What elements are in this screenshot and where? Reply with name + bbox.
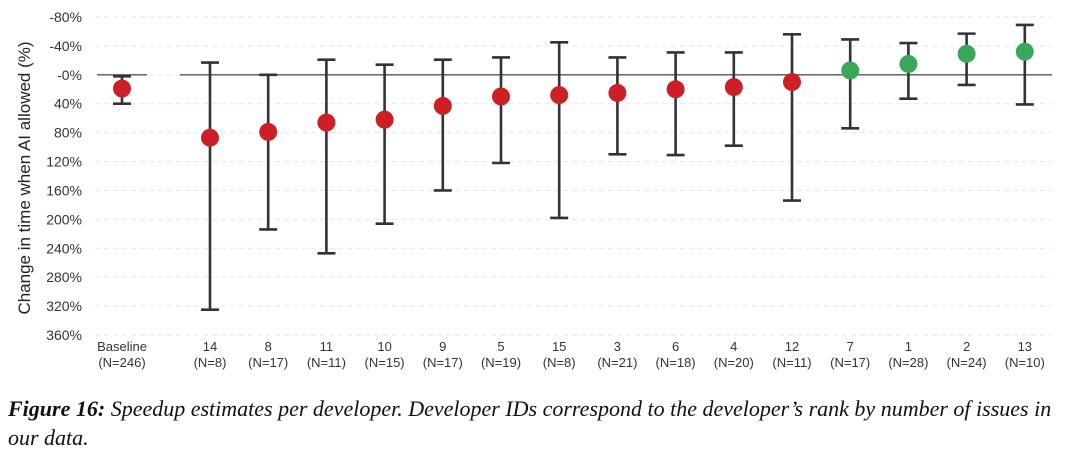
y-tick-label: -80% bbox=[49, 9, 82, 25]
point-13 bbox=[1015, 42, 1034, 61]
x-tick-count-10: (N=15) bbox=[365, 355, 405, 370]
x-tick-label-11: 11 bbox=[320, 339, 334, 354]
x-tick-count-4: (N=20) bbox=[714, 355, 754, 370]
x-tick-count-11: (N=11) bbox=[307, 355, 346, 370]
x-tick-label-2: 2 bbox=[963, 339, 970, 354]
x-tick-label-4: 4 bbox=[730, 339, 737, 354]
point-baseline bbox=[113, 79, 131, 98]
error-bars bbox=[113, 23, 1034, 312]
x-tick-label-8: 8 bbox=[265, 339, 272, 354]
x-tick-count-3: (N=21) bbox=[597, 355, 637, 370]
y-tick-label: 80% bbox=[54, 125, 82, 141]
point-2 bbox=[957, 44, 976, 63]
point-11 bbox=[317, 113, 336, 132]
x-tick-label-15: 15 bbox=[552, 339, 566, 354]
x-tick-label-baseline: Baseline bbox=[97, 339, 147, 354]
y-tick-label: 320% bbox=[46, 298, 82, 314]
y-tick-label: 40% bbox=[54, 96, 82, 112]
x-tick-count-baseline: (N=246) bbox=[98, 355, 145, 370]
point-3 bbox=[608, 83, 627, 102]
x-tick-label-7: 7 bbox=[847, 339, 854, 354]
x-tick-count-1: (N=28) bbox=[888, 355, 928, 370]
point-7 bbox=[841, 61, 860, 80]
point-5 bbox=[492, 87, 510, 106]
y-tick-label: 360% bbox=[46, 327, 82, 343]
y-tick-label: 120% bbox=[46, 154, 82, 170]
y-tick-label: -0% bbox=[57, 67, 82, 83]
point-estimates bbox=[113, 42, 1034, 147]
point-4 bbox=[724, 78, 743, 97]
x-tick-count-6: (N=18) bbox=[656, 355, 696, 370]
x-tick-label-6: 6 bbox=[672, 339, 679, 354]
x-tick-label-13: 13 bbox=[1018, 339, 1032, 354]
point-1 bbox=[899, 54, 918, 73]
x-tick-count-14: (N=8) bbox=[194, 355, 227, 370]
point-9 bbox=[433, 96, 452, 115]
y-tick-label: 240% bbox=[46, 240, 82, 256]
x-axis: Baseline(N=246)14(N=8)8(N=17)11(N=11)10(… bbox=[97, 339, 1045, 370]
caption-lead: Figure 16: bbox=[8, 396, 106, 421]
y-tick-label: 200% bbox=[46, 211, 82, 227]
point-15 bbox=[550, 86, 569, 105]
x-tick-count-13: (N=10) bbox=[1005, 355, 1045, 370]
x-tick-count-5: (N=19) bbox=[481, 355, 521, 370]
x-tick-label-5: 5 bbox=[497, 339, 504, 354]
y-tick-label: 160% bbox=[46, 182, 82, 198]
figure-caption: Figure 16: Speedup estimates per develop… bbox=[8, 394, 1063, 452]
x-tick-count-15: (N=8) bbox=[543, 355, 576, 370]
point-8 bbox=[259, 122, 278, 141]
caption-text: Speedup estimates per developer. Develop… bbox=[8, 396, 1052, 450]
point-12 bbox=[783, 73, 801, 92]
x-tick-count-8: (N=17) bbox=[248, 355, 288, 370]
x-tick-label-10: 10 bbox=[377, 339, 391, 354]
x-tick-label-3: 3 bbox=[614, 339, 621, 354]
x-tick-count-2: (N=24) bbox=[947, 355, 987, 370]
point-10 bbox=[375, 110, 394, 129]
point-6 bbox=[666, 80, 685, 99]
x-tick-label-9: 9 bbox=[439, 339, 446, 354]
x-tick-label-12: 12 bbox=[785, 339, 799, 354]
x-tick-count-12: (N=11) bbox=[772, 355, 811, 370]
x-tick-count-9: (N=17) bbox=[423, 355, 463, 370]
x-tick-label-1: 1 bbox=[905, 339, 912, 354]
y-axis: -80% -40% -0% 40% 80% 120% 160% 200% 240% 280% 320… bbox=[46, 9, 82, 343]
y-tick-label: 280% bbox=[46, 269, 82, 285]
y-axis-label: Change in time when AI allowed (%) bbox=[15, 41, 34, 314]
point-14 bbox=[201, 128, 219, 147]
speedup-chart: -80% -40% -0% 40% 80% 120% 160% 200% 240% 280% 320… bbox=[15, 9, 1052, 370]
x-tick-count-7: (N=17) bbox=[830, 355, 870, 370]
x-tick-label-14: 14 bbox=[203, 339, 217, 354]
y-tick-label: -40% bbox=[49, 38, 82, 54]
